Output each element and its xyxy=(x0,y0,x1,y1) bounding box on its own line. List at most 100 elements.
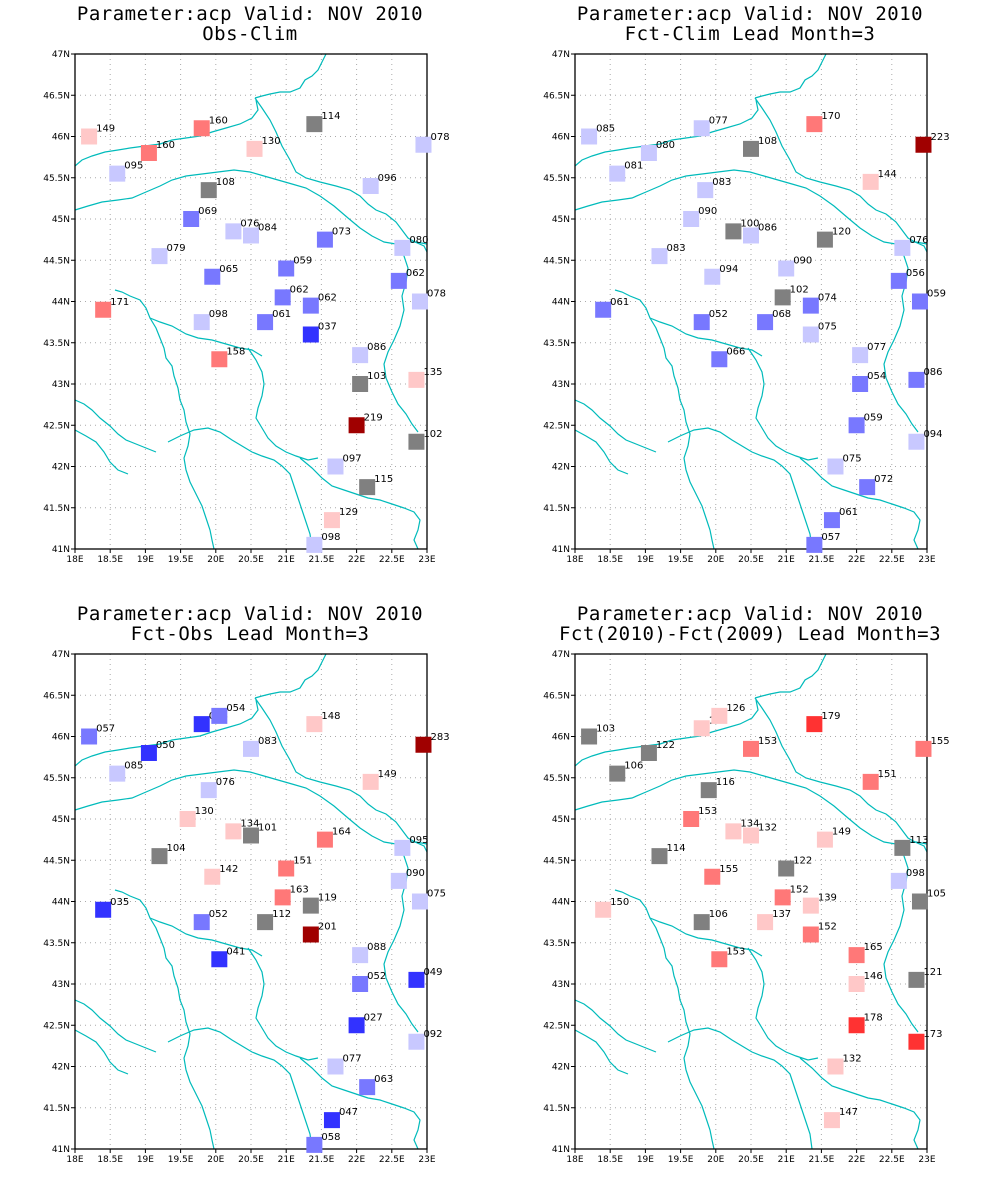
station-marker xyxy=(211,707,228,724)
y-tick-label: 41.5N xyxy=(43,1104,70,1114)
station-value-label: 134 xyxy=(740,818,759,829)
country-border xyxy=(574,769,897,845)
station-marker xyxy=(609,165,626,182)
country-border xyxy=(74,399,157,453)
station-value-label: 121 xyxy=(923,967,942,978)
station-value-label: 106 xyxy=(709,909,728,920)
station-marker xyxy=(362,773,379,790)
map-plot: 18E 18.5E 19E 19.5E 20E 20.5E 21E 21.5E 22E 22.5E… xyxy=(43,50,449,565)
y-tick-label: 44N xyxy=(52,898,70,908)
station-marker xyxy=(362,178,379,194)
station-value-label: 094 xyxy=(719,264,738,275)
y-tick-label: 42N xyxy=(52,463,70,473)
station-marker xyxy=(774,289,791,306)
station-marker xyxy=(352,347,369,364)
x-tick-label: 23E xyxy=(918,555,935,565)
x-tick-label: 21E xyxy=(278,555,295,565)
country-border xyxy=(574,99,759,167)
y-tick-label: 47N xyxy=(52,50,70,60)
country-border xyxy=(247,347,319,461)
station-marker xyxy=(693,914,710,931)
station-value-label: 137 xyxy=(772,909,791,920)
country-border xyxy=(247,947,319,1061)
station-value-label: 077 xyxy=(867,342,886,353)
station-marker xyxy=(827,458,844,475)
x-tick-label: 19.5E xyxy=(668,555,694,565)
station-value-label: 129 xyxy=(339,507,358,518)
station-marker xyxy=(640,745,657,761)
station-marker xyxy=(848,1017,865,1034)
x-tick-label: 21.5E xyxy=(809,555,835,565)
country-border xyxy=(167,1027,313,1150)
x-tick-label: 21E xyxy=(278,1155,295,1165)
country-border xyxy=(114,889,215,1150)
country-border xyxy=(883,245,919,433)
x-tick-label: 22E xyxy=(348,555,365,565)
panel-subtitle: Fct-Clim Lead Month=3 xyxy=(624,23,876,45)
station-marker xyxy=(302,926,319,943)
station-value-label: 062 xyxy=(318,293,337,304)
x-tick-label: 18.5E xyxy=(97,555,123,565)
station-value-label: 057 xyxy=(96,724,115,735)
country-border xyxy=(614,889,715,1150)
x-tick-label: 23E xyxy=(418,1155,435,1165)
station-value-label: 077 xyxy=(709,115,728,126)
x-tick-label: 19E xyxy=(637,555,654,565)
station-value-label: 050 xyxy=(156,740,175,751)
station-value-label: 054 xyxy=(867,371,886,382)
y-tick-label: 45N xyxy=(52,215,70,225)
station-value-label: 153 xyxy=(758,736,777,747)
station-marker xyxy=(411,293,428,310)
station-marker xyxy=(204,268,221,285)
y-tick-label: 43.5N xyxy=(543,939,570,949)
station-value-label: 163 xyxy=(290,884,309,895)
station-value-label: 132 xyxy=(758,823,777,834)
station-marker xyxy=(274,289,291,306)
station-marker xyxy=(743,140,759,157)
station-value-label: 153 xyxy=(698,806,717,817)
country-border xyxy=(667,1027,813,1150)
station-marker xyxy=(816,231,833,248)
station-marker xyxy=(257,914,274,931)
station-marker xyxy=(193,716,210,733)
y-tick-label: 45.5N xyxy=(43,174,70,184)
station-value-label: 098 xyxy=(321,532,340,543)
station-marker xyxy=(306,716,323,733)
station-marker xyxy=(774,889,791,906)
station-marker xyxy=(908,371,925,388)
station-value-label: 061 xyxy=(272,309,291,320)
y-tick-label: 43N xyxy=(52,380,70,390)
station-marker xyxy=(778,860,795,877)
station-value-label: 095 xyxy=(124,161,143,172)
station-value-label: 075 xyxy=(818,322,837,333)
x-tick-label: 19E xyxy=(137,1155,154,1165)
x-tick-label: 20.5E xyxy=(738,555,764,565)
station-marker xyxy=(95,301,112,318)
station-value-label: 073 xyxy=(332,227,351,238)
x-tick-label: 20.5E xyxy=(738,1155,764,1165)
station-marker xyxy=(415,136,432,153)
x-tick-label: 23E xyxy=(418,555,435,565)
station-value-label: 081 xyxy=(624,161,643,172)
x-tick-label: 21E xyxy=(778,1155,795,1165)
station-marker xyxy=(408,1033,425,1050)
station-marker xyxy=(908,433,925,450)
y-tick-label: 46N xyxy=(52,733,70,743)
country-border xyxy=(754,697,928,853)
country-border xyxy=(614,289,715,550)
station-value-label: 104 xyxy=(166,843,185,854)
station-value-label: 158 xyxy=(226,346,245,357)
station-marker xyxy=(595,901,612,918)
y-tick-label: 45N xyxy=(552,215,570,225)
station-marker xyxy=(274,889,291,906)
station-marker xyxy=(225,223,242,240)
station-marker xyxy=(306,536,323,553)
station-value-label: 101 xyxy=(258,823,277,834)
y-tick-label: 46N xyxy=(552,133,570,143)
station-marker xyxy=(704,868,721,885)
station-marker xyxy=(651,248,668,265)
station-marker xyxy=(179,811,196,827)
station-value-label: 047 xyxy=(339,1107,358,1118)
station-marker xyxy=(390,872,407,889)
station-value-label: 052 xyxy=(367,971,386,982)
